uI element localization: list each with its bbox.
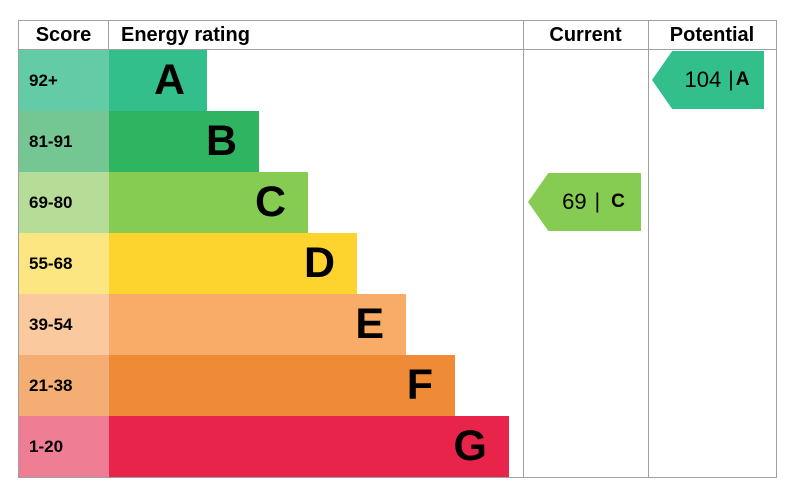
- score-range-label: 39-54: [19, 294, 109, 355]
- band-bar-a: A: [109, 50, 207, 111]
- column-divider-current: [523, 21, 524, 477]
- header-score: Score: [19, 21, 109, 49]
- band-row-c: 69-80 C: [19, 172, 776, 233]
- header-potential: Potential: [669, 24, 755, 46]
- band-letter: F: [406, 361, 433, 409]
- score-range-label: 69-80: [19, 172, 109, 233]
- band-bar-d: D: [109, 233, 357, 294]
- current-rating-letter: C: [611, 191, 625, 212]
- band-letter: E: [355, 300, 384, 348]
- epc-chart: Score Energy rating Current Potential 92…: [18, 20, 777, 478]
- band-letter: B: [205, 117, 237, 165]
- band-letter: G: [453, 422, 487, 470]
- band-row-d: 55-68 D: [19, 233, 776, 294]
- band-row-f: 21-38 F: [19, 355, 776, 416]
- table-header: Score Energy rating Current Potential: [19, 21, 776, 50]
- band-row-g: 1-20 G: [19, 416, 776, 477]
- column-divider-potential: [648, 21, 649, 477]
- current-rating-separator: |: [594, 190, 601, 213]
- band-letter: C: [254, 178, 286, 226]
- header-current: Current: [549, 24, 622, 46]
- band-bar-g: G: [109, 416, 509, 477]
- potential-rating-arrow: 104 | A: [652, 51, 764, 109]
- bands: 92+ A 81-91 B 69-80 C 55-68 D 39-54 E 21-38 F 1-20 G: [19, 50, 776, 477]
- score-range-label: 55-68: [19, 233, 109, 294]
- band-letter: A: [153, 56, 185, 104]
- score-range-label: 92+: [19, 50, 109, 111]
- band-bar-b: B: [109, 111, 259, 172]
- band-row-a: 92+ A: [19, 50, 776, 111]
- header-energy-rating: Energy rating: [121, 24, 250, 46]
- band-row-e: 39-54 E: [19, 294, 776, 355]
- potential-rating-value: 104: [684, 67, 722, 92]
- score-range-label: 21-38: [19, 355, 109, 416]
- score-range-label: 81-91: [19, 111, 109, 172]
- band-bar-c: C: [109, 172, 308, 233]
- current-rating-arrow: 69 | C: [528, 173, 641, 231]
- band-letter: D: [303, 239, 335, 287]
- band-row-b: 81-91 B: [19, 111, 776, 172]
- band-bar-e: E: [109, 294, 406, 355]
- band-bar-f: F: [109, 355, 455, 416]
- potential-rating-letter: A: [735, 69, 750, 90]
- current-rating-value: 69: [562, 189, 587, 214]
- score-range-label: 1-20: [19, 416, 109, 477]
- potential-rating-separator: |: [728, 68, 734, 91]
